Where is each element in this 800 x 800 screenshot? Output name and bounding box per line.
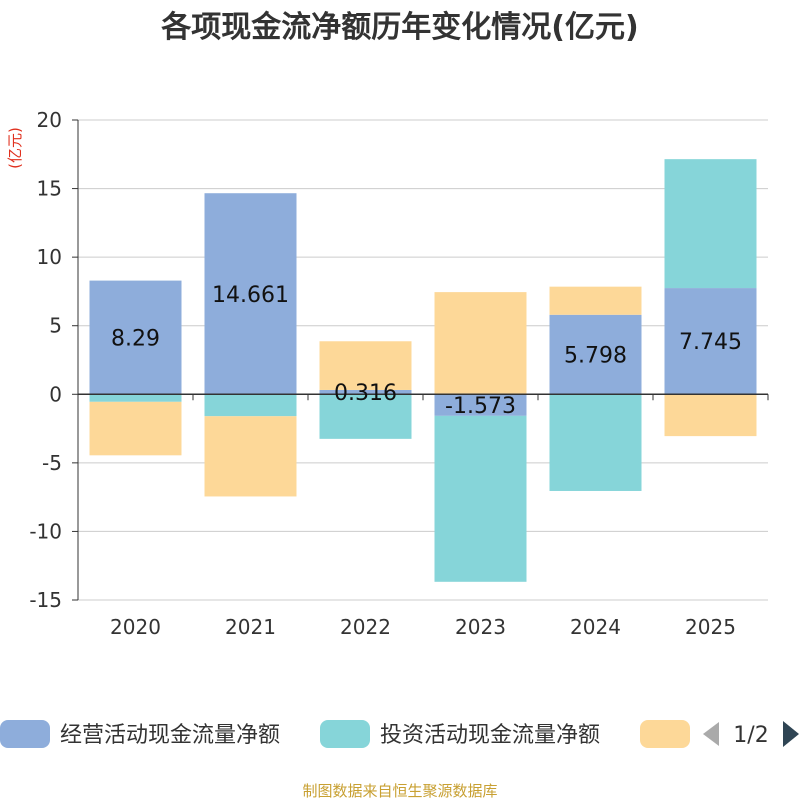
y-tick-label: -5	[42, 451, 62, 475]
bar-series2-2024[interactable]	[549, 394, 642, 491]
legend-label: 投资活动现金流量净额	[380, 723, 600, 748]
y-tick-label: 20	[37, 108, 62, 132]
y-tick-label: 5	[49, 314, 62, 338]
data-label: 8.29	[111, 326, 160, 351]
legend-item[interactable]: 经营活动现金流量净额	[0, 720, 280, 748]
y-tick-label: -15	[29, 588, 62, 612]
legend-label: 经营活动现金流量净额	[60, 723, 280, 748]
bars	[89, 159, 757, 582]
bar-series2-2023[interactable]	[434, 415, 527, 582]
data-label: 0.316	[334, 381, 397, 406]
legend-item[interactable]	[640, 720, 690, 748]
bar-series3-2024[interactable]	[549, 286, 642, 315]
x-tick-label: 2023	[455, 615, 506, 639]
bar-series1-2021[interactable]	[204, 193, 297, 395]
axes: 20 15 10 5 0 -5 -10 -15 2020 2021 2022 2023 2024 2025	[29, 108, 769, 639]
x-tick-label: 2022	[340, 615, 391, 639]
y-tick-label: 0	[49, 382, 62, 406]
legend-page-indicator: 1/2	[733, 723, 768, 748]
bar-series1-2020[interactable]	[89, 280, 182, 395]
x-tick-label: 2020	[110, 615, 161, 639]
bar-series3-2020[interactable]	[89, 401, 182, 456]
bar-series2-2021[interactable]	[204, 394, 297, 417]
data-label: -1.573	[445, 394, 516, 419]
bar-series3-2025[interactable]	[664, 394, 757, 437]
bar-series1-2022[interactable]	[319, 389, 412, 395]
bar-series3-2022[interactable]	[319, 341, 412, 390]
y-tick-label: 15	[37, 177, 62, 201]
data-label: 14.661	[212, 283, 289, 308]
bar-series1-2023[interactable]	[434, 394, 527, 416]
bar-series1-2024[interactable]	[549, 314, 642, 395]
bar-series2-2020[interactable]	[89, 394, 182, 402]
y-tick-label: 10	[37, 245, 62, 269]
legend-swatch	[640, 720, 690, 748]
x-tick-label: 2021	[225, 615, 276, 639]
bar-series2-2022[interactable]	[319, 394, 412, 439]
x-tick-label: 2025	[685, 615, 736, 639]
bar-series1-2025[interactable]	[664, 288, 757, 395]
grid	[78, 119, 768, 601]
data-label: 7.745	[679, 330, 742, 355]
bar-series3-2021[interactable]	[204, 416, 297, 497]
legend-item[interactable]: 投资活动现金流量净额	[320, 720, 600, 748]
y-tick-label: -10	[29, 519, 62, 543]
x-tick-label: 2024	[570, 615, 621, 639]
triangle-right-icon[interactable]	[783, 721, 799, 747]
y-axis-unit: (亿元)	[6, 127, 24, 169]
legend: 经营活动现金流量净额 投资活动现金流量净额 1/2	[0, 720, 799, 748]
triangle-left-icon[interactable]	[703, 722, 719, 746]
bar-series3-2023[interactable]	[434, 292, 527, 395]
data-label: 5.798	[564, 344, 627, 369]
legend-swatch	[320, 720, 370, 748]
legend-swatch	[0, 720, 50, 748]
source-note: 制图数据来自恒生聚源数据库	[302, 782, 497, 800]
data-labels: 8.29 14.661 0.316 -1.573 5.798 7.745	[111, 283, 742, 419]
chart-title: 各项现金流净额历年变化情况(亿元)	[160, 10, 638, 45]
bar-series2-2025[interactable]	[664, 159, 757, 289]
